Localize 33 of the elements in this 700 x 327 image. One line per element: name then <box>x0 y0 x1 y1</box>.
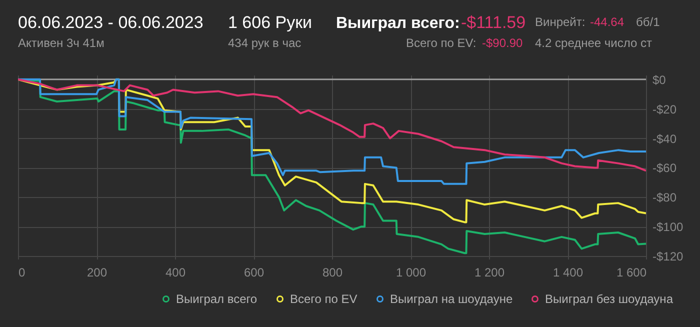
y-tick-label: -$120 <box>652 250 684 264</box>
chart-title: 06.06.2023 - 06.06.2023 <box>18 13 204 32</box>
line-series <box>18 78 646 224</box>
text: 4.2 среднее число ст <box>535 36 653 50</box>
x-tick-label: 1 000 <box>396 266 426 280</box>
x-tick-label: 400 <box>165 266 186 280</box>
y-tick-label: $0 <box>652 72 666 87</box>
text: -44.64 <box>590 15 624 29</box>
x-tick-label: 1 600 <box>616 266 647 280</box>
x-tick-label: 0 <box>18 266 26 280</box>
legend-label: Выиграл без шоудауна <box>545 292 674 306</box>
y-tick-label: -$80 <box>652 190 677 205</box>
x-tick-label: 1 400 <box>552 266 584 280</box>
x-tick-label: 600 <box>244 266 264 280</box>
x-tick-label: 1 200 <box>474 266 505 280</box>
text: Выиграл всего: <box>336 15 460 32</box>
x-tick-label: 200 <box>86 266 108 280</box>
y-tick-label: -$40 <box>652 132 677 146</box>
y-tick-label: -$20 <box>652 102 677 116</box>
chart-subtitle: Активен 3ч 41м <box>18 36 104 50</box>
text: 434 рук в час <box>228 36 302 50</box>
legend-label: Всего по EV <box>290 292 358 306</box>
y-tick-label: -$100 <box>652 220 684 234</box>
x-tick-label: 800 <box>322 266 343 280</box>
legend-label: Выиграл всего <box>176 292 258 306</box>
text: бб/1 <box>636 15 660 29</box>
y-tick-label: -$60 <box>652 161 677 176</box>
text: 1 606 Руки <box>228 13 312 32</box>
legend-label: Выиграл на шоудауне <box>390 292 513 306</box>
text: -$111.59 <box>461 13 526 32</box>
text: -$90.90 <box>482 36 524 50</box>
text: Винрейт: <box>535 15 586 29</box>
text: Всего по EV: <box>406 36 476 50</box>
